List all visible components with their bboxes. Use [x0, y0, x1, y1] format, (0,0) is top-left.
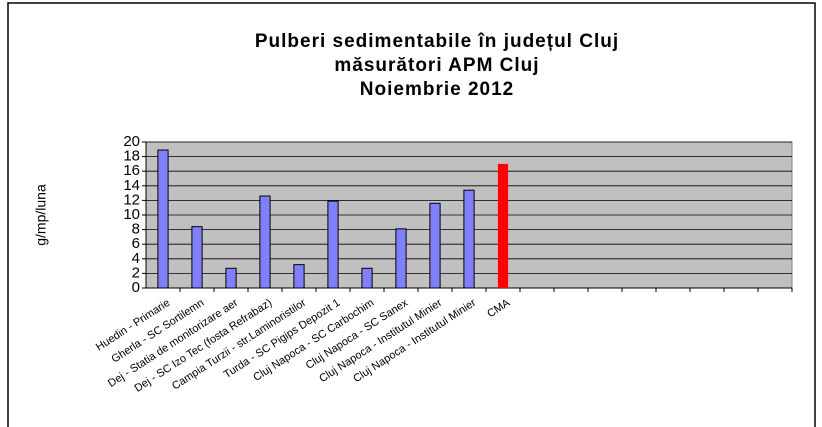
y-tick-label: 0 [132, 279, 140, 296]
bar [395, 228, 407, 289]
bar [463, 189, 475, 289]
y-tick-label: 10 [123, 206, 140, 223]
bar [157, 149, 169, 289]
y-tick-label: 12 [123, 191, 140, 208]
y-tick-label: 16 [123, 162, 140, 179]
y-tick-label: 2 [132, 264, 140, 281]
y-axis-label: g/mp/luna [33, 184, 49, 246]
y-tick-label: 4 [132, 250, 140, 267]
bar [327, 200, 339, 289]
bar [497, 163, 509, 288]
y-tick-label: 6 [132, 235, 140, 252]
bar [225, 267, 237, 289]
bar [361, 267, 373, 289]
y-tick-label: 14 [123, 177, 140, 194]
chart-title: măsurători APM Cluj [334, 55, 539, 76]
y-tick-label: 20 [123, 133, 140, 150]
bar [429, 202, 441, 289]
bar [259, 195, 271, 289]
bar [191, 226, 203, 289]
chart-title: Pulberi sedimentabile în județul Cluj [255, 31, 619, 52]
y-tick-label: 8 [132, 221, 140, 238]
bar [293, 264, 305, 289]
chart-title: Noiembrie 2012 [360, 79, 514, 100]
y-tick-label: 18 [123, 148, 140, 165]
